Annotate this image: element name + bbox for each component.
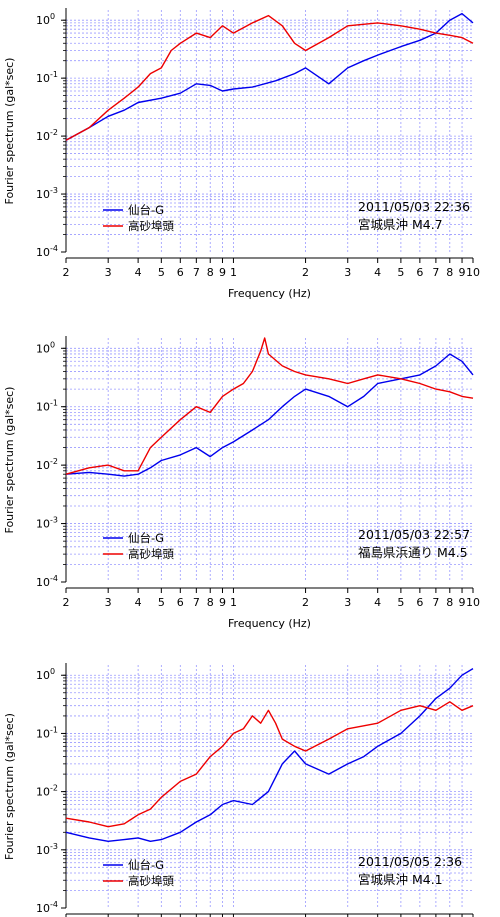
chart2-x-tick-label: 8 xyxy=(446,596,453,609)
chart3-y-axis-title: Fourier spectrum (gal*sec) xyxy=(3,713,16,860)
chart1-x-tick-label: 3 xyxy=(105,266,112,279)
chart3-legend-label-2: 高砂埠頭 xyxy=(128,874,174,888)
chart1-x-tick-label: 5 xyxy=(158,266,165,279)
chart2-x-tick-label: 9 xyxy=(459,596,466,609)
chart1-y-tick-label: 10-4 xyxy=(36,244,58,259)
chart3-grid xyxy=(66,665,473,908)
chart1-x-tick-label: 2 xyxy=(63,266,70,279)
chart1-legend-label-1: 仙台-G xyxy=(128,203,164,217)
chart3-series-2-line xyxy=(65,701,474,828)
chart1-x-tick-label: 10 xyxy=(466,266,480,279)
chart1-x-tick-label: 6 xyxy=(177,266,184,279)
chart3-y-tick-label: 10-2 xyxy=(36,784,58,799)
chart3-legend-label-1: 仙台-G xyxy=(128,858,164,872)
chart1-annotation-datetime: 2011/05/03 22:36 xyxy=(358,199,470,214)
chart1: 2 3 4 5 6 7 8 9 1 2 3 4 5 6 7 8 9 1010010-110-210-310-4Fo… xyxy=(3,8,480,300)
chart1-x-tick-label: 4 xyxy=(135,266,142,279)
chart1-y-tick-label: 10-1 xyxy=(36,70,58,85)
chart3-y-tick-label: 100 xyxy=(36,667,55,682)
chart2-x-tick-label: 10 xyxy=(466,596,480,609)
chart2-x-tick-label: 3 xyxy=(105,596,112,609)
chart1-y-axis-title: Fourier spectrum (gal*sec) xyxy=(3,58,16,205)
chart1-x-tick-label: 7 xyxy=(432,266,439,279)
chart2-x-tick-label: 6 xyxy=(416,596,423,609)
chart1-x-tick-label: 6 xyxy=(416,266,423,279)
chart3: 100 10-1 10-2 10-3 10-4 Fourier spectrum (gal… xyxy=(3,663,474,917)
chart1-x-tick-label: 8 xyxy=(446,266,453,279)
chart3-y-tick-label: 10-4 xyxy=(36,900,58,915)
chart1-x-tick-label: 9 xyxy=(219,266,226,279)
chart2-x-tick-label: 8 xyxy=(207,596,214,609)
chart2-y-tick-label: 10-4 xyxy=(36,574,58,589)
chart1-x-tick-label: 3 xyxy=(344,266,351,279)
chart3-legend: 仙台-G 高砂埠頭 xyxy=(103,858,174,888)
chart1-x-tick-label: 7 xyxy=(193,266,200,279)
chart1-y-tick-label: 100 xyxy=(36,12,55,27)
chart2-x-axis-title: Frequency (Hz) xyxy=(228,617,311,630)
panels: 2 3 4 5 6 7 8 9 1 2 3 4 5 6 7 8 9 1010010-110-210-310-4Fo… xyxy=(3,8,480,917)
chart2-x-tick-label: 3 xyxy=(344,596,351,609)
chart2-x-tick-label: 7 xyxy=(432,596,439,609)
chart2-x-tick-label: 2 xyxy=(63,596,70,609)
chart2-x-tick-label: 4 xyxy=(374,596,381,609)
chart1-grid xyxy=(66,10,473,252)
chart1-x-tick-label: 8 xyxy=(207,266,214,279)
chart1-x-tick-label: 1 xyxy=(230,266,237,279)
chart1-legend-label-2: 高砂埠頭 xyxy=(128,219,174,233)
chart1-legend: 仙台-G 高砂埠頭 xyxy=(103,203,174,233)
chart1-x-tick-label: 5 xyxy=(397,266,404,279)
chart2-legend-label-1: 仙台-G xyxy=(128,531,164,545)
chart2-x-tick-label: 7 xyxy=(193,596,200,609)
chart2-series-2-line xyxy=(65,337,474,475)
chart1-y-tick-label: 10-3 xyxy=(36,186,58,201)
chart2-x-tick-label: 6 xyxy=(177,596,184,609)
chart2-x-tick-label: 2 xyxy=(302,596,309,609)
chart2: 2 3 4 5 6 7 8 9 1 2 3 4 5 6 7 8 9 1010010-110-210-310-4Fo… xyxy=(3,336,480,630)
chart2-annotation-event: 福島県浜通り M4.5 xyxy=(358,545,468,560)
chart2-x-tick-label: 1 xyxy=(230,596,237,609)
chart2-x-tick-label: 5 xyxy=(397,596,404,609)
chart1-series-2-line xyxy=(65,14,474,141)
chart1-x-tick-label: 2 xyxy=(302,266,309,279)
chart1-y-tick-label: 10-2 xyxy=(36,128,58,143)
chart1-annotation-event: 宮城県沖 M4.7 xyxy=(358,217,443,232)
chart3-y-tick-label: 10-1 xyxy=(36,725,58,740)
chart2-y-tick-label: 10-2 xyxy=(36,457,58,472)
chart2-annotation-datetime: 2011/05/03 22:57 xyxy=(358,527,470,542)
chart2-y-axis-title: Fourier spectrum (gal*sec) xyxy=(3,387,16,534)
chart1-x-tick-label: 9 xyxy=(459,266,466,279)
chart1-x-axis-title: Frequency (Hz) xyxy=(228,287,311,300)
chart2-x-tick-label: 5 xyxy=(158,596,165,609)
chart2-x-tick-label: 9 xyxy=(219,596,226,609)
chart2-legend: 仙台-G 高砂埠頭 xyxy=(103,531,174,561)
chart1-x-tick-label: 4 xyxy=(374,266,381,279)
chart2-y-tick-label: 10-3 xyxy=(36,516,58,531)
chart2-y-tick-label: 100 xyxy=(36,340,55,355)
chart3-annotation-event: 宮城県沖 M4.1 xyxy=(358,872,443,887)
chart3-series-1-line xyxy=(65,667,474,842)
chart2-legend-label-2: 高砂埠頭 xyxy=(128,547,174,561)
chart1-series-1-line xyxy=(65,12,474,141)
chart3-annotation-datetime: 2011/05/05 2:36 xyxy=(358,854,462,869)
chart2-y-tick-label: 10-1 xyxy=(36,399,58,414)
chart2-x-tick-label: 4 xyxy=(135,596,142,609)
chart2-series-1-line xyxy=(65,353,474,477)
chart3-y-tick-label: 10-3 xyxy=(36,842,58,857)
